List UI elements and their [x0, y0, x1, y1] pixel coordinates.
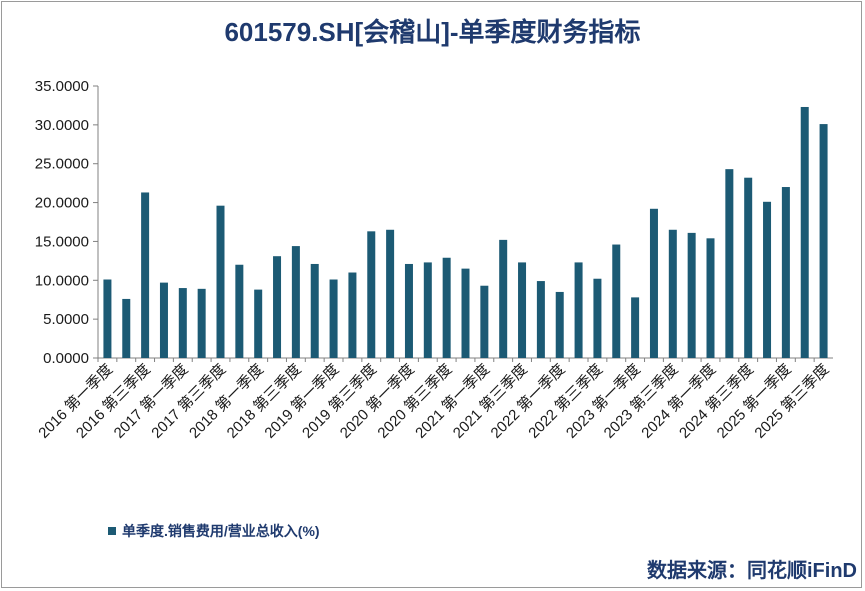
bar: [404, 263, 413, 358]
bar: [122, 298, 131, 358]
bar: [254, 289, 263, 358]
y-axis: 0.0000 5.0000 10.0000 15.0000 20.0000 25.0000…: [35, 78, 99, 367]
bar: [612, 244, 621, 358]
bar: [461, 268, 470, 358]
y-tick-label: 35.0000: [35, 78, 89, 95]
chart-title: 601579.SH[会稽山]-单季度财务指标: [224, 17, 641, 47]
bar: [178, 288, 187, 358]
bar: [574, 262, 583, 358]
legend: 单季度.销售费用/营业总收入(%): [108, 521, 320, 541]
bar: [706, 238, 715, 358]
bar: [480, 285, 489, 358]
bar: [631, 297, 640, 358]
bar: [744, 177, 753, 358]
bar: [536, 281, 545, 358]
bar: [159, 282, 168, 358]
bar: [329, 279, 338, 358]
legend-swatch: [108, 527, 116, 535]
y-tick-label: 0.0000: [43, 350, 89, 367]
bar: [291, 246, 300, 358]
y-tick-label: 30.0000: [35, 117, 89, 134]
bar: [386, 229, 395, 358]
y-tick-label: 25.0000: [35, 156, 89, 173]
bar: [235, 264, 244, 358]
bar: [103, 279, 112, 358]
bar: [518, 262, 527, 358]
bar: [593, 278, 602, 358]
y-tick-label: 5.0000: [43, 311, 89, 328]
bar: [781, 187, 790, 358]
bar: [141, 192, 150, 358]
y-tick-label: 15.0000: [35, 233, 89, 250]
bar: [197, 288, 206, 358]
bar: [668, 229, 677, 358]
data-source: 数据来源：同花顺iFinD: [647, 560, 857, 582]
legend-label: 单季度.销售费用/营业总收入(%): [122, 523, 320, 539]
bar: [819, 124, 828, 358]
bar: [273, 256, 282, 358]
bar: [800, 106, 809, 359]
bar: [649, 208, 658, 358]
bar: [555, 291, 564, 358]
bar: [310, 263, 319, 358]
bar: [499, 239, 508, 358]
bar: [687, 232, 696, 358]
bar: [367, 231, 376, 358]
bar-series: [103, 106, 828, 359]
bar: [725, 169, 734, 358]
y-tick-label: 10.0000: [35, 272, 89, 289]
bar: [423, 262, 432, 358]
bar: [442, 257, 451, 358]
y-tick-label: 20.0000: [35, 195, 89, 212]
bar: [763, 201, 772, 358]
bar: [216, 205, 225, 358]
bar: [348, 272, 357, 358]
